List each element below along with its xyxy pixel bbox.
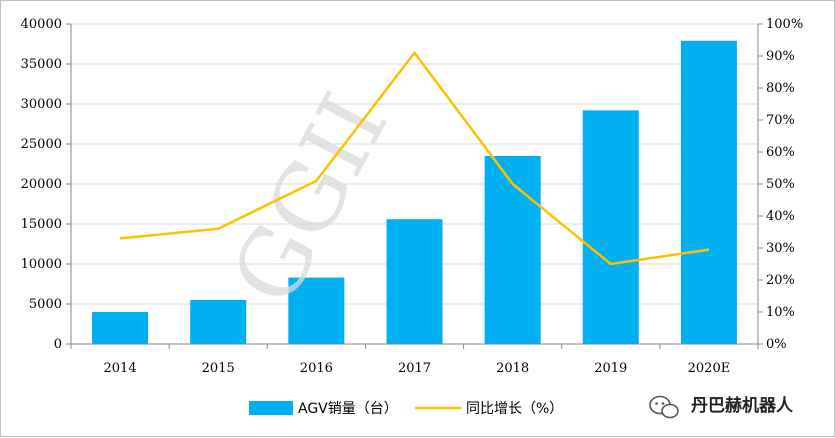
- bar: [288, 277, 345, 344]
- x-tick-label: 2017: [398, 361, 431, 376]
- y-right-tick-label: 50%: [766, 177, 795, 192]
- y-left-tick-label: 35000: [21, 57, 62, 72]
- bar: [484, 156, 541, 344]
- bar: [680, 40, 737, 345]
- y-left-tick-label: 20000: [21, 177, 62, 192]
- brand-mark: 丹巴赫机器人: [649, 395, 794, 419]
- y-right-tick-label: 100%: [766, 17, 803, 32]
- y-right-tick-label: 60%: [766, 145, 795, 160]
- y-left-tick-label: 25000: [21, 137, 62, 152]
- wechat-icon: [649, 395, 679, 419]
- x-tick-label: 2018: [496, 361, 529, 376]
- watermark-text: GGII: [211, 77, 409, 321]
- y-right-tick-label: 80%: [766, 81, 795, 96]
- legend-swatch-bar: [249, 401, 293, 415]
- x-tick-label: 2015: [202, 361, 235, 376]
- legend: AGV销量（台） 同比增长（%）: [249, 401, 563, 417]
- bar: [190, 300, 247, 344]
- legend-label-line: 同比增长（%）: [466, 401, 563, 417]
- y-right-tick-label: 20%: [766, 273, 795, 288]
- growth-line: [119, 51, 710, 266]
- y-right-tick-label: 70%: [766, 113, 795, 128]
- y-right-tick-label: 90%: [766, 49, 795, 64]
- y-left-tick-labels: 0 5000 10000 15000 20000 25000 30000 35000 40000: [21, 17, 62, 352]
- y-left-tick-label: 0: [54, 337, 62, 352]
- bar: [92, 312, 149, 344]
- y-right-tick-labels: 0% 10% 20% 30% 40% 50% 60% 70% 80% 90% 100%: [766, 17, 803, 352]
- bar-series: [92, 40, 737, 345]
- line-series: [119, 51, 710, 266]
- y-left-tick-label: 30000: [21, 97, 62, 112]
- y-right-tick-label: 10%: [766, 305, 795, 320]
- bar: [386, 219, 443, 344]
- x-tick-labels: 2014 2015 2016 2017 2018 2019 2020E: [104, 361, 731, 376]
- y-left-tick-label: 15000: [21, 217, 62, 232]
- x-tick-label: 2019: [594, 361, 627, 376]
- x-tick-label: 2020E: [688, 361, 731, 376]
- brand-name: 丹巴赫机器人: [691, 395, 794, 416]
- y-left-tick-label: 5000: [29, 297, 62, 312]
- y-right-tick-label: 30%: [766, 241, 795, 256]
- axes: [66, 23, 763, 349]
- y-right-tick-label: 40%: [766, 209, 795, 224]
- y-left-tick-label: 40000: [21, 17, 62, 32]
- x-tick-label: 2014: [104, 361, 137, 376]
- x-tick-label: 2016: [300, 361, 333, 376]
- bar: [582, 110, 639, 345]
- y-left-tick-label: 10000: [21, 257, 62, 272]
- legend-label-bar: AGV销量（台）: [298, 401, 398, 417]
- y-right-tick-label: 0%: [766, 337, 787, 352]
